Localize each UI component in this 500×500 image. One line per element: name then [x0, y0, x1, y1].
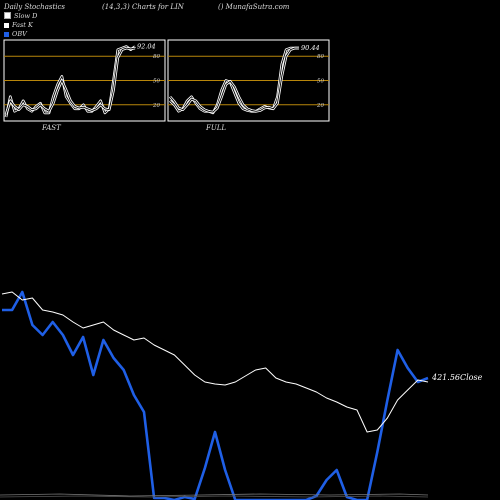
legend-label: OBV — [12, 30, 27, 38]
chart-title-right: () MunafaSutra.com — [218, 3, 290, 11]
tick-label: 50 — [317, 79, 324, 85]
tick-label: 80 — [317, 54, 324, 60]
close-line — [1, 291, 429, 433]
obv-line — [2, 290, 429, 500]
stoch-series-core-1 — [5, 47, 136, 115]
last-value-label: 92.04 — [137, 42, 156, 50]
stoch-series-core-1 — [169, 47, 299, 113]
legend-swatch — [4, 23, 9, 28]
last-value-label: 90.44 — [301, 44, 320, 52]
legend-swatch — [4, 32, 9, 37]
tick-label: 50 — [153, 79, 160, 85]
chart-title-left: Daily Stochastics — [4, 3, 66, 11]
legend-label: Slow D — [14, 12, 38, 20]
panel-label: FAST — [41, 124, 62, 132]
legend-obv: OBV — [4, 30, 27, 38]
legend-swatch — [4, 12, 11, 19]
tick-label: 80 — [153, 54, 160, 60]
close-value-label: 421.56Close — [431, 373, 483, 382]
legend-label: Fast K — [12, 21, 33, 29]
panel-label: FULL — [205, 124, 226, 132]
legend-slow-d: Slow D — [4, 12, 37, 20]
tick-label: 20 — [316, 103, 324, 109]
legend-fast-k: Fast K — [4, 21, 33, 29]
baseline-line-2 — [0, 495, 429, 498]
tick-label: 20 — [152, 103, 160, 109]
baseline-line — [0, 493, 429, 497]
chart-title-center: (14,3,3) Charts for LIN — [102, 3, 184, 11]
